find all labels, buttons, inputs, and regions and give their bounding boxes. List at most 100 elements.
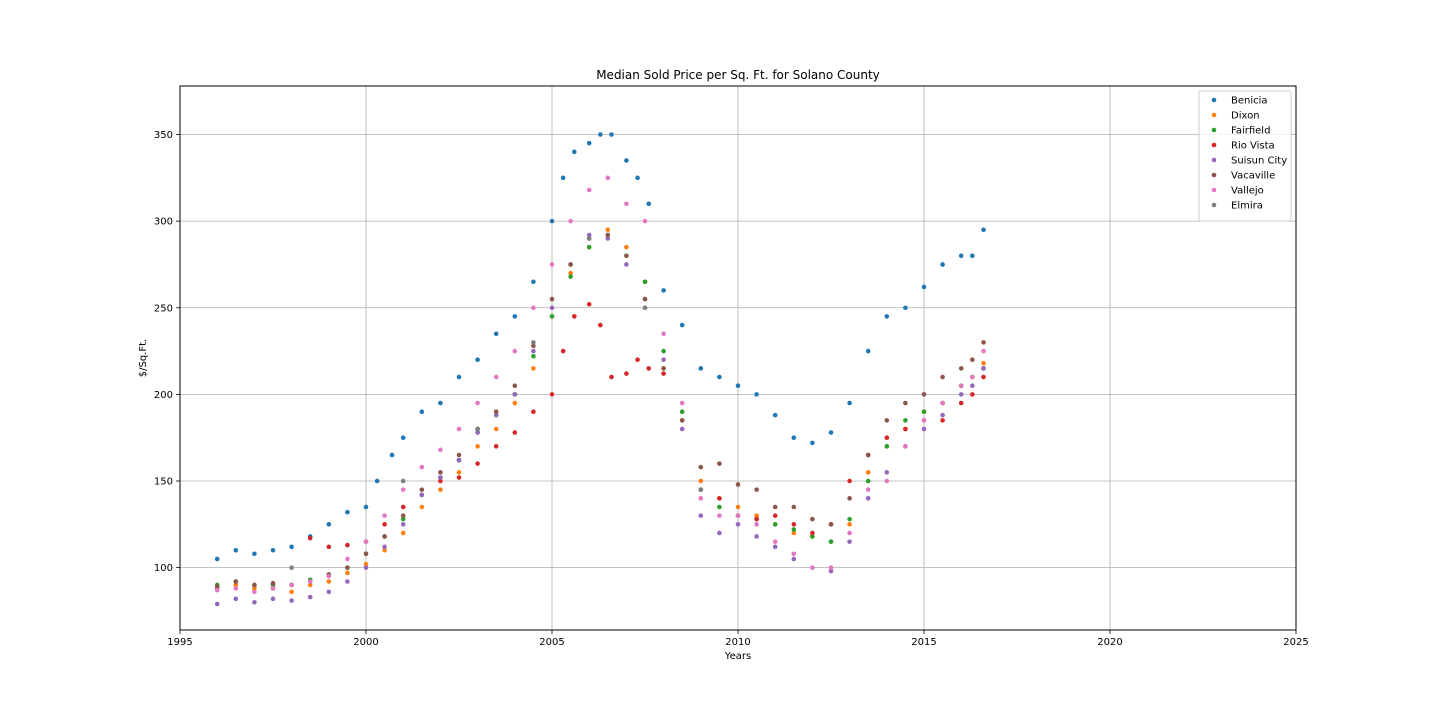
data-point bbox=[549, 392, 555, 397]
data-point bbox=[981, 348, 986, 354]
data-point bbox=[735, 522, 741, 527]
data-point bbox=[958, 392, 964, 397]
data-point bbox=[568, 262, 573, 267]
y-tick-label: 300 bbox=[154, 217, 173, 228]
data-point bbox=[475, 400, 480, 406]
data-point bbox=[605, 227, 611, 233]
data-point bbox=[828, 565, 834, 570]
data-point bbox=[586, 140, 592, 146]
data-point bbox=[642, 296, 648, 302]
data-point bbox=[531, 366, 536, 371]
data-point bbox=[884, 478, 890, 484]
data-point bbox=[970, 374, 975, 380]
data-point bbox=[438, 487, 443, 492]
data-point bbox=[389, 452, 395, 458]
data-point bbox=[493, 409, 499, 415]
legend-marker bbox=[1211, 142, 1217, 148]
data-point bbox=[772, 513, 778, 518]
data-point bbox=[791, 435, 797, 440]
data-point bbox=[374, 478, 380, 484]
series-vallejo bbox=[214, 175, 986, 595]
data-point bbox=[635, 175, 640, 181]
data-point bbox=[307, 579, 313, 584]
x-tick-label: 2005 bbox=[539, 637, 564, 648]
data-point bbox=[549, 305, 555, 311]
data-point bbox=[646, 201, 652, 207]
data-point bbox=[698, 478, 704, 484]
legend-box bbox=[1198, 90, 1292, 222]
legend-marker bbox=[1211, 202, 1217, 208]
data-point bbox=[382, 544, 387, 550]
data-point bbox=[624, 244, 629, 250]
series-suisun-city bbox=[214, 232, 986, 607]
data-point bbox=[884, 435, 890, 440]
data-point bbox=[345, 556, 350, 562]
chart-title: Median Sold Price per Sq. Ft. for Solano… bbox=[596, 68, 880, 82]
y-tick-label: 350 bbox=[154, 130, 173, 141]
data-point bbox=[214, 556, 220, 562]
data-point bbox=[214, 601, 220, 607]
data-point bbox=[661, 366, 666, 371]
data-point bbox=[456, 457, 462, 463]
data-point bbox=[981, 360, 986, 366]
data-point bbox=[531, 343, 536, 349]
data-point bbox=[400, 504, 406, 510]
data-point bbox=[560, 175, 566, 181]
y-tick-label: 100 bbox=[154, 563, 173, 574]
data-point bbox=[549, 218, 555, 224]
data-point bbox=[624, 201, 629, 207]
data-point bbox=[698, 366, 704, 371]
data-point bbox=[456, 426, 462, 432]
data-point bbox=[791, 527, 797, 532]
data-point bbox=[493, 412, 499, 418]
data-point bbox=[847, 516, 852, 522]
data-point bbox=[475, 357, 480, 363]
data-point bbox=[698, 496, 704, 501]
data-point bbox=[717, 530, 722, 536]
data-point bbox=[791, 551, 797, 557]
data-point bbox=[828, 522, 834, 527]
data-point bbox=[735, 482, 741, 487]
legend: Benicia Dixon Fairfield Rio Vista Suisun Cit… bbox=[1198, 90, 1292, 222]
data-point bbox=[698, 464, 704, 470]
data-point bbox=[289, 589, 294, 595]
data-point bbox=[438, 400, 443, 406]
data-point bbox=[754, 487, 759, 492]
legend-label: Vallejo bbox=[1231, 186, 1264, 197]
data-point bbox=[586, 244, 592, 250]
data-point bbox=[270, 548, 276, 553]
legend-label: Elmira bbox=[1231, 201, 1263, 212]
data-point bbox=[717, 504, 722, 510]
data-point bbox=[512, 383, 518, 389]
data-point bbox=[400, 435, 406, 440]
data-point bbox=[791, 530, 797, 536]
data-point bbox=[252, 551, 257, 557]
series-elmira bbox=[289, 236, 704, 570]
data-point bbox=[940, 262, 945, 267]
data-point bbox=[646, 366, 652, 371]
data-point bbox=[531, 340, 536, 345]
data-point bbox=[810, 565, 815, 570]
data-point bbox=[363, 565, 369, 570]
data-point bbox=[326, 573, 332, 579]
data-point bbox=[679, 426, 685, 432]
legend-label: Benicia bbox=[1231, 96, 1268, 107]
data-point bbox=[865, 496, 871, 501]
data-point bbox=[345, 579, 350, 584]
data-point bbox=[326, 544, 332, 550]
data-point bbox=[572, 314, 577, 319]
data-point bbox=[981, 374, 986, 380]
data-point bbox=[940, 374, 945, 380]
data-point bbox=[289, 598, 294, 603]
data-point bbox=[940, 418, 945, 423]
data-point bbox=[568, 270, 573, 276]
data-point bbox=[586, 236, 592, 241]
data-point bbox=[605, 175, 611, 181]
data-point bbox=[586, 301, 592, 307]
data-point bbox=[531, 279, 536, 285]
data-point bbox=[717, 513, 722, 518]
x-tick-label: 2015 bbox=[911, 637, 936, 648]
data-point bbox=[717, 374, 722, 380]
data-point bbox=[810, 440, 815, 446]
data-point bbox=[609, 132, 614, 137]
